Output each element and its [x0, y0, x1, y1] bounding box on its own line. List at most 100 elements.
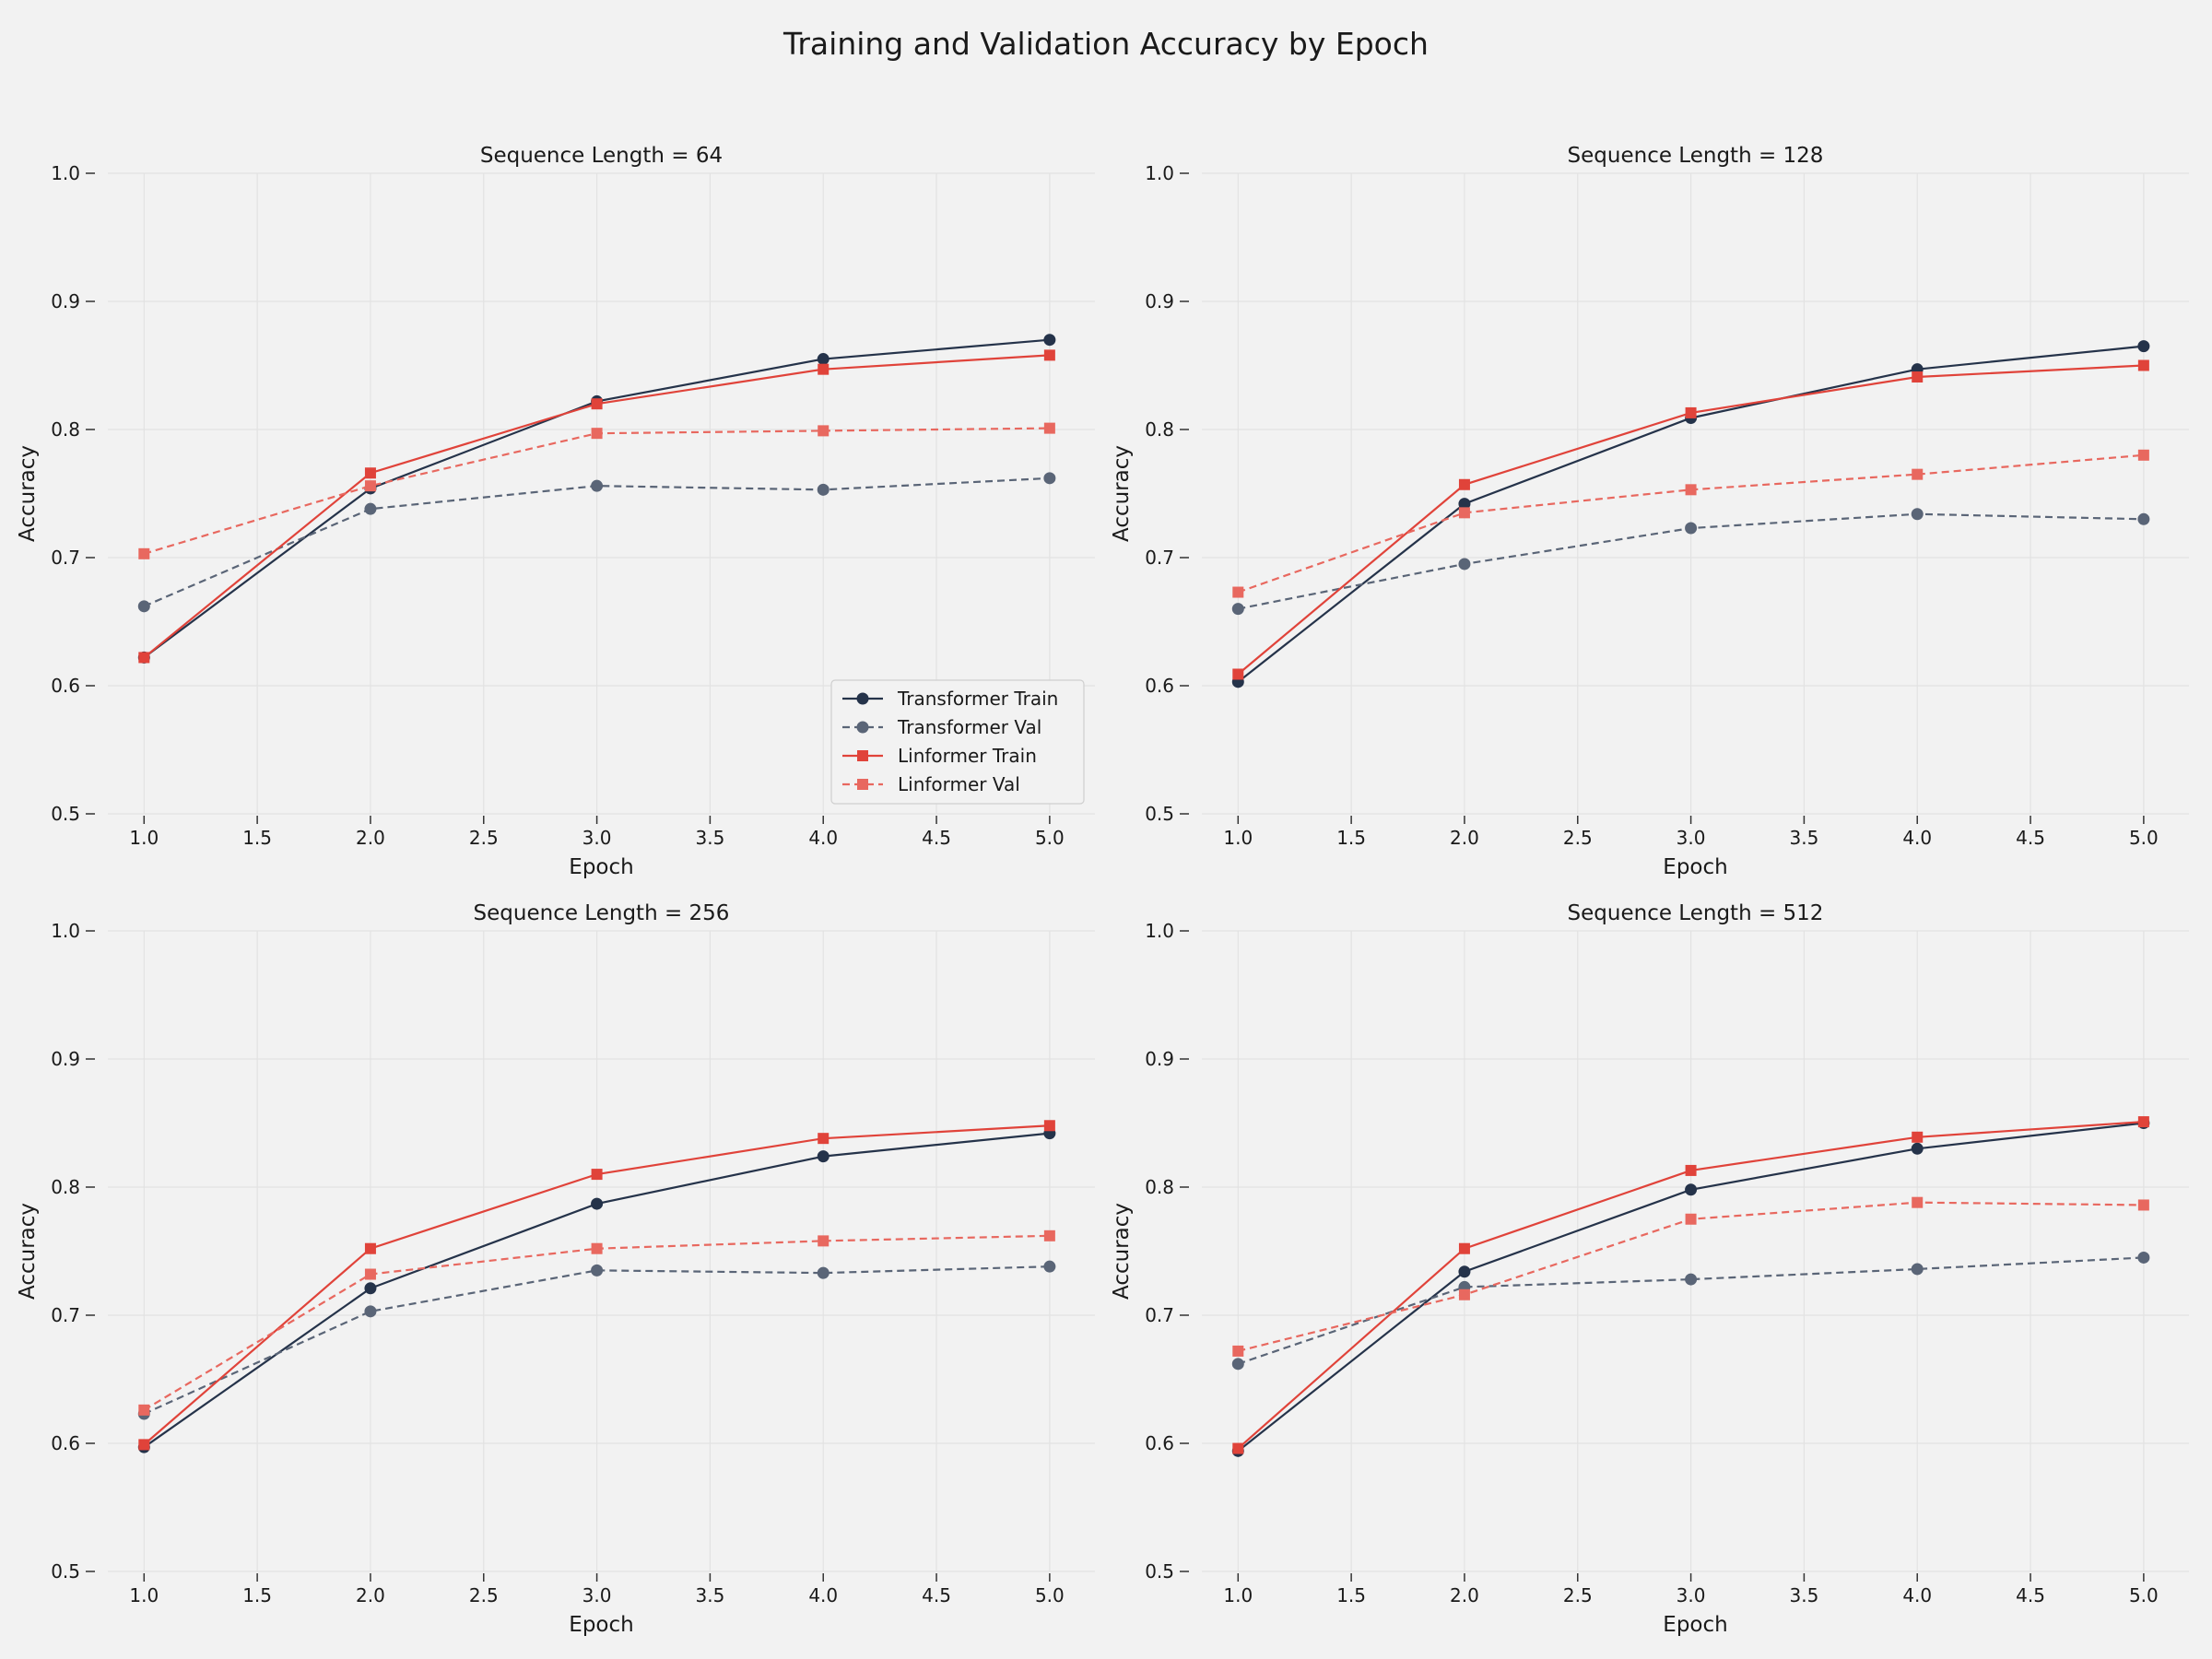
- subplot-title: Sequence Length = 256: [474, 901, 730, 925]
- data-point: [2137, 359, 2149, 371]
- x-tick-label: 4.5: [922, 1584, 951, 1606]
- x-tick-label: 2.5: [1563, 1584, 1593, 1606]
- data-point: [2137, 1199, 2149, 1211]
- y-tick-label: 0.7: [1145, 547, 1174, 569]
- legend-marker: [857, 779, 868, 790]
- subplot-4: Sequence Length = 512 1.0 1.5 2.0 2.5 3.0 3.5 4…: [1110, 901, 2189, 1637]
- data-point: [138, 547, 150, 559]
- y-tick-label: 0.7: [51, 1304, 80, 1326]
- x-tick-label: 3.0: [1677, 827, 1706, 849]
- data-point: [1458, 1288, 1470, 1300]
- data-point: [1685, 406, 1697, 418]
- data-point: [364, 1282, 377, 1295]
- x-tick-label: 4.0: [808, 1584, 838, 1606]
- data-point: [364, 1268, 376, 1280]
- legend-box: [830, 679, 1085, 805]
- x-tick-label: 2.0: [1450, 827, 1479, 849]
- x-axis-label: Epoch: [1663, 855, 1727, 879]
- data-point: [2137, 449, 2149, 461]
- data-point: [1232, 1442, 1244, 1454]
- x-tick-label: 1.5: [1336, 1584, 1366, 1606]
- data-point: [591, 1197, 604, 1210]
- legend-label: Transformer Val: [897, 716, 1041, 738]
- y-tick-label: 0.6: [1145, 1432, 1174, 1454]
- data-point: [591, 398, 603, 410]
- data-point: [2137, 512, 2150, 525]
- subplot-title: Sequence Length = 512: [1568, 901, 1824, 925]
- data-point: [364, 1242, 376, 1254]
- x-tick-label: 2.5: [1563, 827, 1593, 849]
- legend-marker: [856, 721, 869, 734]
- x-tick-label: 2.0: [1450, 1584, 1479, 1606]
- x-tick-label: 2.5: [469, 1584, 499, 1606]
- legend-label: Linformer Val: [898, 773, 1020, 795]
- y-tick-label: 1.0: [51, 162, 80, 184]
- y-tick-label: 0.6: [51, 1432, 80, 1454]
- y-tick-label: 0.6: [1145, 675, 1174, 697]
- x-tick-label: 1.5: [1336, 827, 1366, 849]
- series-line: [1237, 1256, 2144, 1365]
- data-point: [1911, 508, 1924, 521]
- data-point: [1685, 1164, 1697, 1176]
- x-tick-label: 1.0: [1223, 827, 1253, 849]
- subplot-2: Sequence Length = 128 1.0 1.5 2.0 2.5 3.0 3.5 4…: [1110, 144, 2189, 879]
- data-point: [1043, 334, 1056, 347]
- data-point: [1043, 472, 1056, 485]
- x-tick-label: 4.5: [2016, 1584, 2045, 1606]
- y-tick-label: 0.5: [51, 1560, 80, 1583]
- x-tick-label: 1.5: [242, 827, 272, 849]
- data-point: [1685, 1183, 1698, 1196]
- x-tick-label: 2.0: [356, 1584, 385, 1606]
- x-tick-label: 3.5: [1790, 1584, 1819, 1606]
- data-point: [591, 1169, 603, 1181]
- data-point: [364, 467, 376, 479]
- y-tick-label: 1.0: [1145, 920, 1174, 942]
- data-point: [1232, 1345, 1244, 1357]
- y-tick-label: 1.0: [51, 920, 80, 942]
- data-point: [591, 1242, 603, 1254]
- y-tick-label: 0.8: [51, 418, 80, 441]
- data-point: [818, 1235, 830, 1247]
- data-point: [591, 428, 603, 440]
- x-tick-label: 5.0: [2129, 827, 2159, 849]
- x-tick-label: 5.0: [1035, 1584, 1065, 1606]
- x-tick-label: 4.0: [1902, 827, 1932, 849]
- subplot-1: Sequence Length = 64 1.0 1.5 2.0 2.5 3.0 3.5 4.…: [16, 144, 1095, 879]
- data-point: [138, 1404, 150, 1416]
- series-linformer-val: [1232, 1196, 2149, 1357]
- series-line: [143, 1265, 1050, 1416]
- figure-title: Training and Validation Accuracy by Epoc…: [783, 26, 1429, 62]
- data-point: [1043, 1260, 1056, 1273]
- data-point: [1912, 371, 1924, 383]
- x-tick-label: 1.0: [1223, 1584, 1253, 1606]
- legend-label: Linformer Train: [898, 745, 1037, 767]
- x-tick-label: 3.0: [582, 1584, 612, 1606]
- data-point: [2137, 1251, 2150, 1264]
- x-tick-label: 3.5: [696, 827, 725, 849]
- data-point: [818, 363, 830, 375]
- series-transformer-val: [1231, 508, 2150, 616]
- x-tick-label: 2.0: [356, 827, 385, 849]
- y-axis-label: Accuracy: [16, 445, 40, 542]
- subplot-title: Sequence Length = 128: [1568, 144, 1824, 168]
- series-linformer-train: [138, 1120, 1055, 1451]
- data-point: [138, 652, 150, 664]
- data-point: [818, 425, 830, 437]
- data-point: [1231, 603, 1244, 616]
- series-linformer-val: [138, 1230, 1055, 1416]
- x-tick-label: 5.0: [2129, 1584, 2159, 1606]
- y-tick-label: 0.5: [1145, 803, 1174, 825]
- x-tick-label: 2.5: [469, 827, 499, 849]
- y-tick-label: 0.9: [51, 290, 80, 312]
- data-point: [2137, 340, 2150, 353]
- data-point: [817, 1266, 830, 1279]
- y-tick-label: 0.8: [1145, 1176, 1174, 1198]
- data-point: [1458, 558, 1471, 571]
- data-point: [1232, 668, 1244, 680]
- series-linformer-train: [1232, 359, 2149, 680]
- x-tick-label: 4.5: [2016, 827, 2045, 849]
- data-point: [1458, 1265, 1471, 1278]
- series-linformer-train: [138, 349, 1055, 664]
